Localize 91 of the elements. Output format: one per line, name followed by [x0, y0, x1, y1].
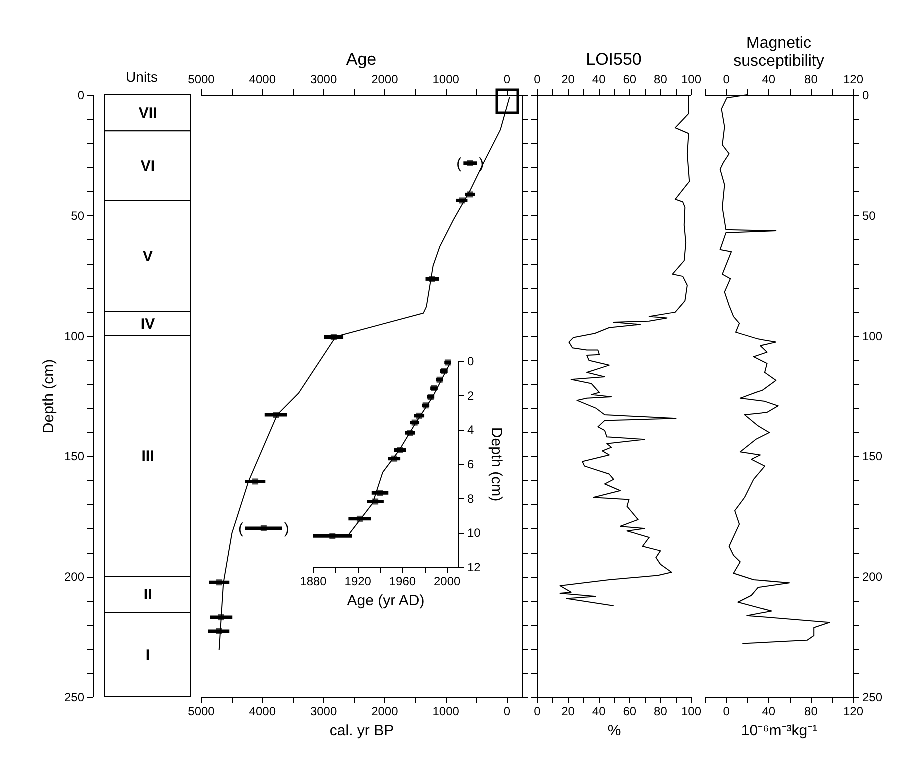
x-tick-label: 100 — [681, 704, 702, 718]
x-tick-label: 4000 — [249, 704, 276, 718]
y-tick-label: 0 — [862, 88, 870, 102]
x2-tick-label: 3000 — [310, 72, 338, 86]
y-tick-label: 250 — [64, 690, 85, 704]
x2-tick-label: 40 — [762, 72, 776, 86]
y-tick-label: 200 — [862, 570, 883, 584]
annotation: ) — [284, 520, 290, 538]
point — [356, 516, 363, 522]
y-tick-label: 100 — [64, 329, 85, 344]
x-axis-title: Age (yr AD) — [347, 592, 425, 610]
y-tick-label: 150 — [64, 450, 85, 464]
x2-tick-label: 0 — [504, 72, 511, 86]
x-tick-label: 1000 — [432, 704, 460, 718]
point — [397, 447, 404, 454]
x2-tick-label: 0 — [723, 72, 730, 86]
point — [252, 478, 259, 485]
x-tick-label: 0 — [723, 704, 730, 718]
y-tick-label: 150 — [862, 450, 883, 464]
x-tick-label: 0 — [534, 704, 542, 718]
x-tick-label: 80 — [804, 704, 818, 718]
series-label: IV — [140, 316, 156, 333]
x-tick-label: 1960 — [389, 574, 416, 588]
series-label: V — [142, 248, 154, 266]
x-tick-label: 40 — [592, 704, 606, 718]
point — [459, 198, 466, 204]
point — [377, 490, 384, 496]
x2-tick-label: 60 — [623, 72, 637, 86]
x2-tick-label: 80 — [654, 72, 668, 86]
series-label: III — [142, 448, 154, 466]
series-label: II — [144, 586, 152, 604]
y-tick-label: 12 — [468, 560, 482, 574]
point — [216, 580, 223, 586]
point — [429, 276, 436, 282]
annotation: ( — [238, 520, 244, 538]
y-axis-title: Depth (cm) — [40, 359, 58, 434]
chart-title: Age — [346, 50, 377, 69]
y-tick-label: 100 — [862, 329, 883, 344]
x-axis-title: % — [608, 722, 622, 740]
y-tick-label: 4 — [468, 423, 474, 438]
y-tick-label: 0 — [468, 354, 474, 368]
x2-tick-label: 5000 — [188, 72, 216, 86]
point — [330, 334, 337, 340]
y-tick-label: 2 — [468, 388, 474, 403]
point — [467, 160, 474, 166]
point — [372, 498, 379, 505]
x-tick-label: 60 — [623, 704, 637, 718]
annotation: ( — [456, 155, 462, 172]
chart-title: LOI550 — [586, 50, 642, 69]
x2-tick-label: 2000 — [372, 72, 399, 86]
y-tick-label: 6 — [468, 458, 474, 472]
x-tick-label: 0 — [504, 704, 511, 718]
x-tick-label: 3000 — [310, 704, 338, 718]
x-axis-title: 10⁻⁶m⁻³kg⁻¹ — [741, 722, 818, 740]
y-axis-title: Depth (cm) — [488, 427, 505, 502]
series-label: VII — [138, 105, 158, 122]
chart-title: Magnetic susceptibility — [734, 35, 824, 70]
x-tick-label: 120 — [843, 704, 864, 718]
y-tick-label: 50 — [71, 208, 85, 223]
y-tick-label: 250 — [862, 690, 883, 704]
x2-tick-label: 1000 — [432, 72, 460, 86]
series-label: I — [146, 646, 150, 664]
point — [330, 533, 336, 540]
x-axis-title: cal. yr BP — [330, 722, 394, 740]
point — [260, 525, 267, 532]
x-tick-label: 1880 — [300, 574, 328, 588]
point — [273, 412, 280, 418]
x2-tick-label: 80 — [804, 72, 818, 86]
x-tick-label: 20 — [562, 704, 576, 718]
x2-tick-label: 0 — [534, 72, 542, 86]
x-tick-label: 80 — [654, 704, 668, 718]
chart-title: Units — [126, 69, 158, 85]
y-tick-label: 8 — [468, 492, 474, 506]
point — [392, 456, 398, 462]
y-tick-label: 10 — [468, 526, 482, 540]
x-tick-label: 2000 — [434, 574, 462, 588]
x2-tick-label: 40 — [592, 72, 606, 86]
x2-tick-label: 120 — [843, 72, 864, 86]
x2-tick-label: 4000 — [249, 72, 276, 86]
x2-tick-label: 20 — [562, 72, 576, 86]
x-tick-label: 5000 — [188, 704, 216, 718]
x-tick-label: 2000 — [372, 704, 399, 718]
point — [218, 614, 224, 621]
point — [216, 628, 222, 634]
x2-tick-label: 100 — [681, 72, 702, 86]
y-tick-label: 0 — [78, 88, 85, 102]
y-tick-label: 50 — [862, 208, 876, 223]
x-tick-label: 40 — [762, 704, 776, 718]
y-tick-label: 200 — [64, 570, 85, 584]
x-tick-label: 1920 — [344, 574, 372, 588]
series-label: VI — [140, 158, 156, 176]
